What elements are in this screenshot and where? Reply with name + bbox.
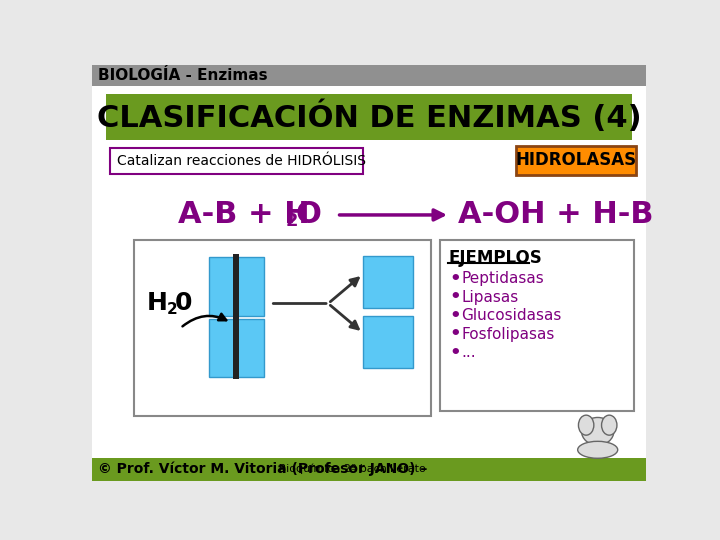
FancyBboxPatch shape: [109, 148, 363, 174]
Text: •: •: [449, 307, 461, 325]
Text: Peptidasas: Peptidasas: [462, 272, 544, 286]
FancyBboxPatch shape: [363, 316, 413, 368]
Text: Catalizan reacciones de HIDRÓLISIS: Catalizan reacciones de HIDRÓLISIS: [117, 154, 366, 168]
Ellipse shape: [601, 415, 617, 435]
Text: 2: 2: [166, 302, 177, 317]
Ellipse shape: [577, 441, 618, 458]
Text: •: •: [449, 344, 461, 362]
Text: •: •: [449, 325, 461, 343]
Text: Lipasas: Lipasas: [462, 290, 518, 305]
FancyBboxPatch shape: [363, 256, 413, 308]
Text: A-B + H: A-B + H: [178, 200, 310, 230]
Text: CLASIFICACIÓN DE ENZIMAS (4): CLASIFICACIÓN DE ENZIMAS (4): [96, 101, 642, 133]
Text: •: •: [449, 288, 461, 306]
Text: Glucosidasas: Glucosidasas: [462, 308, 562, 323]
FancyBboxPatch shape: [209, 319, 264, 377]
Text: HIDROLASAS: HIDROLASAS: [516, 151, 636, 169]
Text: 0: 0: [175, 292, 192, 315]
Text: O: O: [295, 200, 321, 230]
FancyBboxPatch shape: [233, 254, 239, 379]
FancyBboxPatch shape: [106, 94, 632, 140]
Text: 2: 2: [286, 212, 298, 230]
FancyBboxPatch shape: [440, 240, 634, 411]
FancyBboxPatch shape: [92, 65, 647, 86]
FancyBboxPatch shape: [516, 146, 636, 175]
Text: •: •: [449, 270, 461, 288]
Text: ...: ...: [462, 345, 476, 360]
Text: EJEMPLOS: EJEMPLOS: [449, 249, 542, 267]
Text: © Prof. Víctor M. Vitoria (Profesor JANO) –: © Prof. Víctor M. Vitoria (Profesor JANO…: [98, 462, 428, 476]
FancyBboxPatch shape: [134, 240, 431, 416]
FancyBboxPatch shape: [92, 457, 647, 481]
FancyBboxPatch shape: [92, 86, 647, 457]
FancyBboxPatch shape: [209, 257, 264, 316]
Text: A-OH + H-B: A-OH + H-B: [457, 200, 653, 230]
Text: Bioquímica 2º bachillerato: Bioquímica 2º bachillerato: [275, 464, 426, 474]
Text: BIOLOGÍA - Enzimas: BIOLOGÍA - Enzimas: [98, 68, 268, 83]
Text: H: H: [148, 292, 168, 315]
Text: Fosfolipasas: Fosfolipasas: [462, 327, 555, 342]
Ellipse shape: [582, 417, 614, 445]
Ellipse shape: [578, 415, 594, 435]
